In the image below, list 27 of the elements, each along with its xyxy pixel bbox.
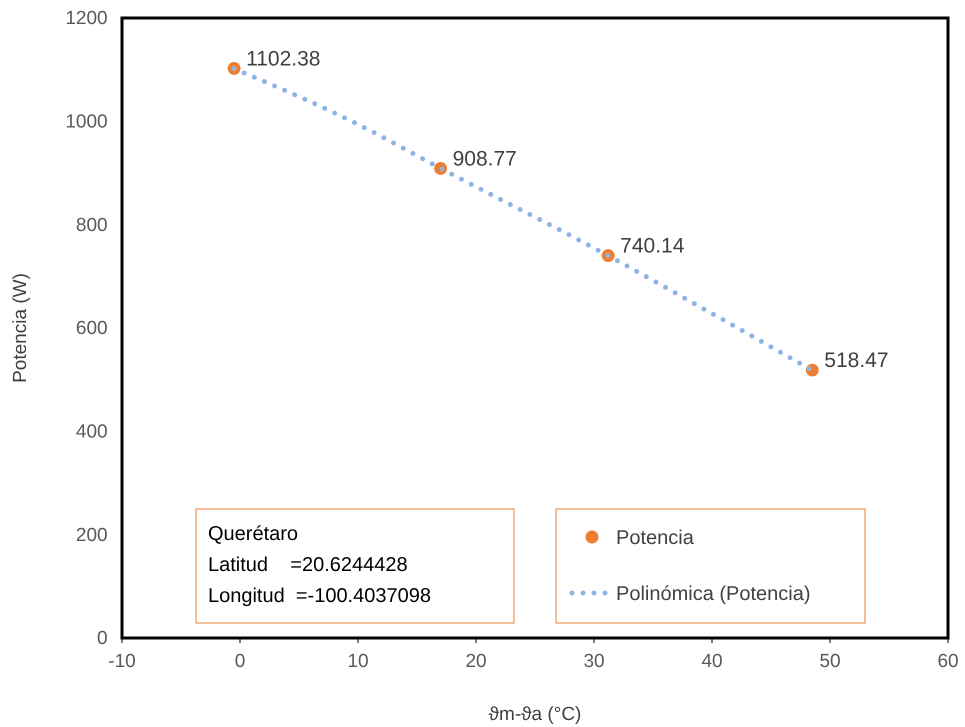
data-label: 908.77 <box>452 147 517 170</box>
data-label: 1102.38 <box>246 47 320 70</box>
y-tick-label: 400 <box>76 421 108 442</box>
x-tick-label: 50 <box>819 650 841 672</box>
annotation: Latitud =20.6244428 <box>208 554 408 576</box>
y-tick-label: 1000 <box>65 111 108 132</box>
x-tick-label: 30 <box>583 650 605 672</box>
x-tick-label: -10 <box>108 650 136 672</box>
legend-label: Polinómica (Potencia) <box>616 583 811 605</box>
location-text-box: Querétaro Latitud =20.6244428 Longitud =-100.4037098 <box>196 508 514 624</box>
x-tick-label: 0 <box>234 650 246 672</box>
y-tick-label: 0 <box>97 628 108 650</box>
legend-label: Potencia <box>616 527 695 549</box>
y-tick-label: 1200 <box>65 8 108 30</box>
y-axis-title: Potencia (W) <box>10 273 31 383</box>
y-tick-label: 200 <box>76 524 108 546</box>
data-label: 740.14 <box>620 234 685 258</box>
x-tick-label: 20 <box>465 650 487 672</box>
x-axis-title: ϑm-ϑa (°C) <box>488 704 582 725</box>
x-tick-label: 40 <box>701 650 723 672</box>
y-tick-label: 600 <box>76 318 108 340</box>
x-tick-label: 60 <box>937 650 959 672</box>
annotation: Querétaro <box>208 523 298 545</box>
data-label: 518.47 <box>824 349 889 372</box>
x-tick-label: 10 <box>347 650 369 672</box>
y-tick-label: 800 <box>76 214 108 236</box>
annotation: Longitud =-100.4037098 <box>208 585 431 607</box>
